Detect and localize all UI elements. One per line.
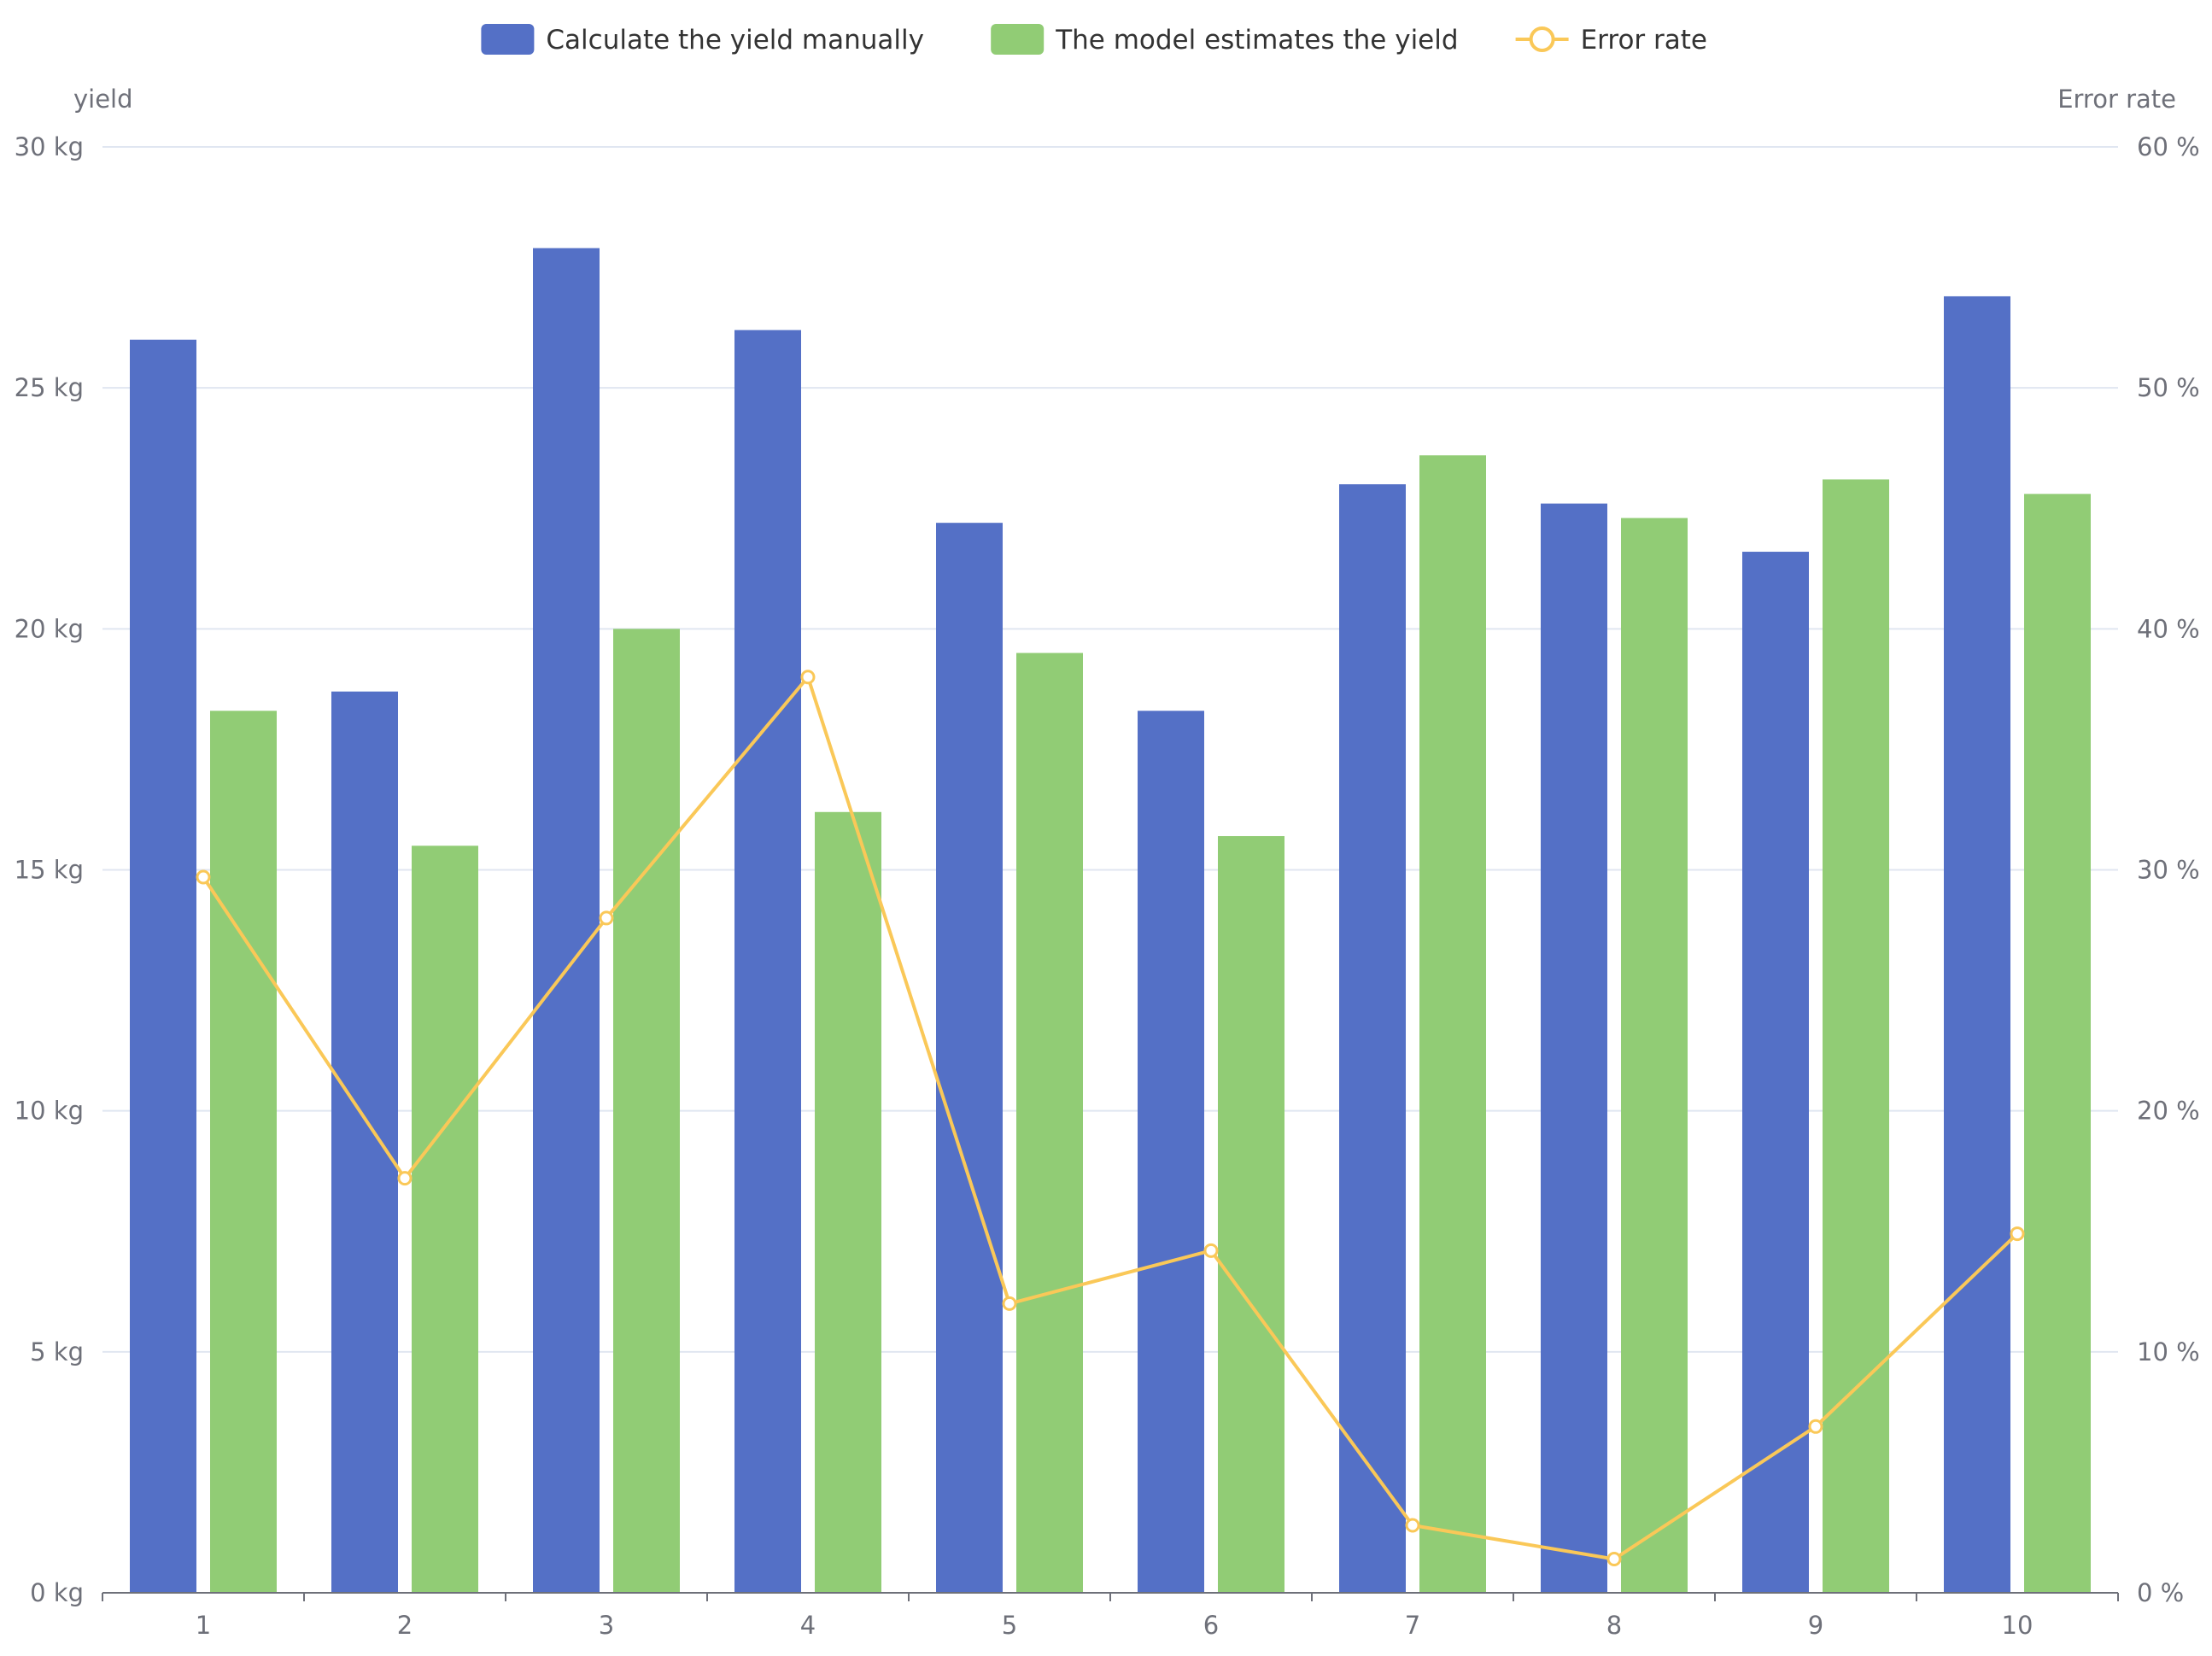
legend-label: The model estimates the yield [1055, 25, 1458, 56]
bar-model-yield [1419, 455, 1486, 1593]
x-tick-label: 10 [2002, 1611, 2034, 1640]
right-tick-label: 60 % [2137, 132, 2200, 161]
bar-manual-yield [734, 330, 801, 1593]
error-rate-point [196, 869, 211, 885]
bar-manual-yield [331, 691, 398, 1593]
x-tick-label: 6 [1203, 1611, 1219, 1640]
right-tick-label: 30 % [2137, 856, 2200, 885]
right-axis-title: Error rate [2057, 85, 2176, 114]
error-rate-point [2010, 1226, 2025, 1242]
bar-manual-yield [1541, 503, 1607, 1593]
right-tick-label: 20 % [2137, 1097, 2200, 1126]
bar-manual-yield [1339, 484, 1406, 1593]
right-tick-label: 0 % [2137, 1578, 2184, 1607]
x-tick-label: 3 [599, 1611, 614, 1640]
error-rate-point [1606, 1551, 1622, 1566]
left-tick-label: 20 kg [15, 614, 84, 643]
legend-swatch-marker [1529, 26, 1555, 52]
bar-model-yield [1823, 479, 1889, 1593]
left-axis-title: yield [73, 85, 133, 114]
error-rate-point [1808, 1419, 1823, 1434]
legend-swatch [481, 24, 535, 55]
error-rate-point [1203, 1243, 1219, 1258]
x-tick-label: 8 [1606, 1611, 1622, 1640]
x-tick-label: 9 [1808, 1611, 1823, 1640]
bars [130, 248, 2091, 1594]
error-rate-point [1405, 1518, 1420, 1533]
bar-manual-yield [533, 248, 600, 1593]
error-rate-point [397, 1171, 413, 1186]
right-tick-label: 50 % [2137, 373, 2200, 402]
bar-manual-yield [1138, 711, 1204, 1593]
bar-manual-yield [936, 523, 1003, 1594]
bar-manual-yield [1742, 552, 1809, 1593]
legend: Calculate the yield manually The model es… [481, 24, 1707, 56]
legend-swatch [991, 24, 1045, 55]
error-rate-point [599, 910, 614, 926]
left-tick-label: 5 kg [30, 1337, 84, 1366]
bar-manual-yield [1944, 296, 2010, 1593]
x-tick-label: 5 [1002, 1611, 1017, 1640]
right-tick-label: 40 % [2137, 614, 2200, 643]
bar-model-yield [613, 629, 680, 1594]
left-tick-label: 25 kg [15, 373, 84, 402]
legend-label: Calculate the yield manually [546, 25, 924, 56]
legend-item: Calculate the yield manually [481, 24, 924, 56]
bar-model-yield [1621, 518, 1688, 1594]
left-tick-label: 0 kg [30, 1578, 84, 1607]
bar-model-yield [2024, 494, 2091, 1593]
right-tick-label: 10 % [2137, 1337, 2200, 1366]
bar-model-yield [210, 711, 277, 1593]
bar-manual-yield [130, 339, 196, 1593]
error-rate-line [196, 670, 2025, 1566]
bar-model-yield [815, 811, 881, 1593]
error-rate-point [1002, 1296, 1017, 1311]
legend-item: The model estimates the yield [991, 24, 1459, 56]
error-rate-point [800, 670, 816, 685]
left-tick-label: 15 kg [15, 856, 84, 885]
x-tick-label: 2 [397, 1611, 413, 1640]
left-tick-label: 10 kg [15, 1097, 84, 1126]
x-tick-label: 4 [800, 1611, 816, 1640]
x-tick-label: 1 [196, 1611, 211, 1640]
x-tick-label: 7 [1405, 1611, 1420, 1640]
legend-item: Error rate [1515, 25, 1707, 56]
error-rate-polyline [202, 675, 2019, 1561]
bar-model-yield [1016, 652, 1083, 1593]
axes: 0 kg 5 kg 10 kg 15 kg 20 kg 25 kg 30 kg 0 % 10 %… [15, 132, 2200, 1640]
bar-model-yield [1218, 835, 1284, 1593]
bar-model-yield [412, 846, 478, 1593]
legend-label: Error rate [1581, 25, 1707, 56]
left-tick-label: 30 kg [15, 132, 84, 161]
